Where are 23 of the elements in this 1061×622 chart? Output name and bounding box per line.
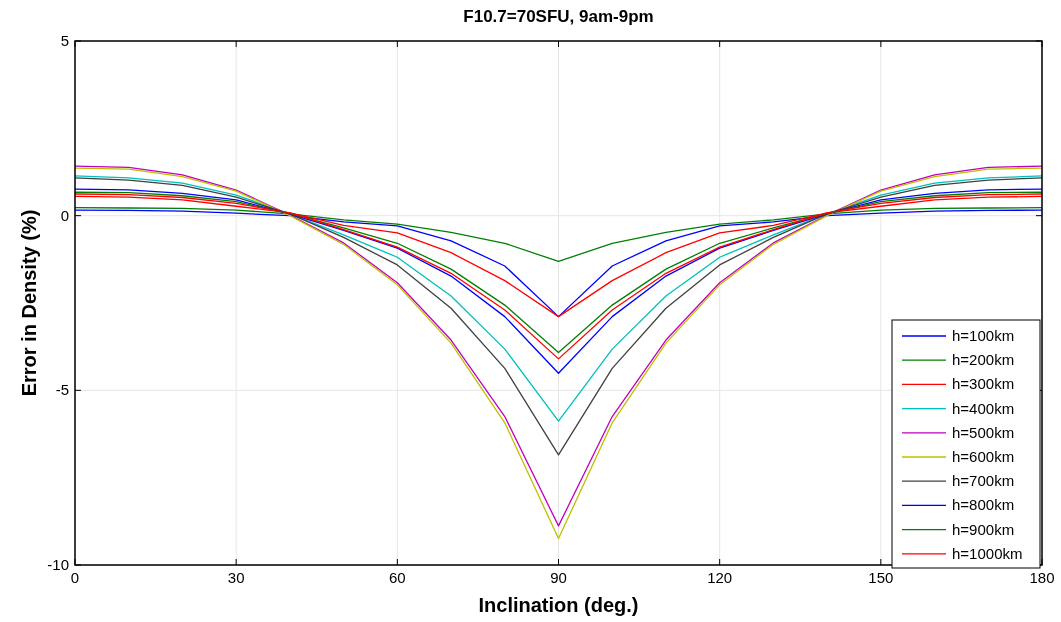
x-axis-title: Inclination (deg.): [478, 594, 639, 616]
x-tick-label: 150: [868, 569, 894, 586]
x-tick-label: 180: [1029, 569, 1055, 586]
x-tick-label: 30: [227, 569, 245, 586]
y-tick-label: 5: [60, 32, 69, 49]
y-axis-title: Error in Density (%): [18, 209, 40, 397]
legend-label: h=800km: [952, 496, 1015, 514]
y-tick-label: -5: [55, 381, 69, 399]
legend-label: h=100km: [952, 327, 1015, 344]
legend-label: h=600km: [952, 448, 1015, 465]
x-tick-label: 90: [550, 569, 567, 586]
legend-label: h=1000km: [952, 544, 1023, 562]
x-tick-label: 60: [388, 569, 406, 586]
legend-label: h=500km: [952, 423, 1015, 441]
legend-label: h=400km: [952, 399, 1015, 417]
legend-label: h=700km: [952, 472, 1015, 490]
legend-label: h=900km: [952, 520, 1015, 538]
y-tick-label: -10: [47, 556, 69, 573]
y-tick-label: 0: [60, 206, 69, 224]
legend-label: h=300km: [952, 375, 1015, 393]
x-tick-label: 120: [707, 569, 733, 586]
chart-title: F10.7=70SFU, 9am-9pm: [463, 7, 654, 26]
legend-label: h=200km: [952, 351, 1015, 369]
